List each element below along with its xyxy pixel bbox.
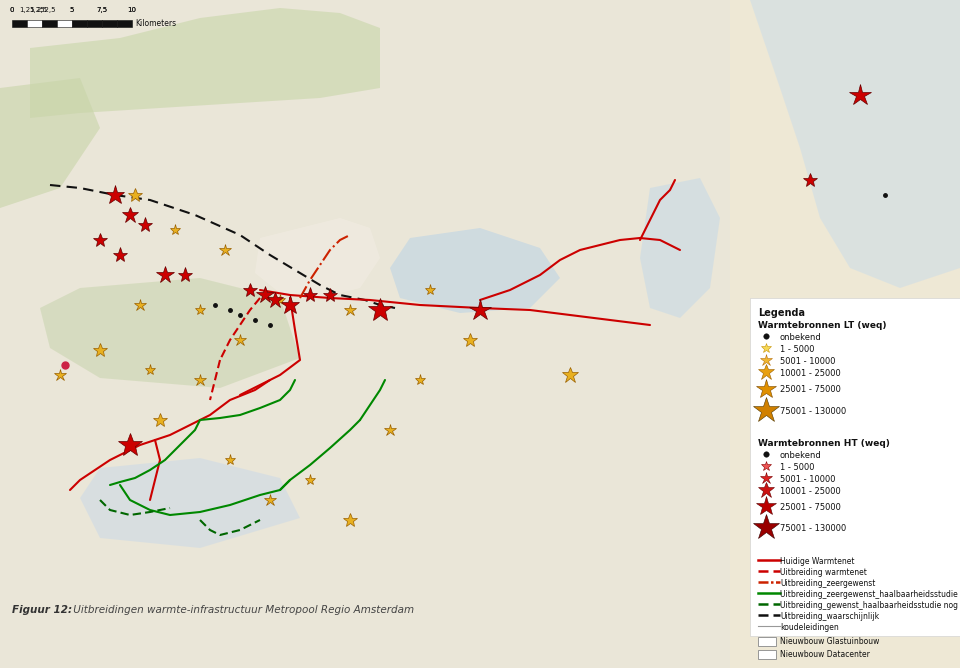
Text: 10001 - 25000: 10001 - 25000 [780,369,841,378]
Text: 1,25: 1,25 [19,7,35,13]
Text: 2,5: 2,5 [36,7,47,13]
Bar [12,20,27,27]
Polygon shape [390,228,560,313]
Text: 10: 10 [128,7,136,13]
Bar [730,0,960,668]
Text: 10: 10 [128,7,136,13]
Polygon shape [40,278,300,388]
Text: Warmtebronnen LT (weq): Warmtebronnen LT (weq) [758,321,886,330]
Text: 1 - 5000: 1 - 5000 [780,462,814,472]
Text: Uitbreiding_waarschijnlijk: Uitbreiding_waarschijnlijk [780,612,879,621]
Text: 0: 0 [10,7,14,13]
Text: 75001 - 130000: 75001 - 130000 [780,407,847,415]
Text: onbekend: onbekend [780,333,822,342]
Text: Uitbreiding_zeergewenst_haalbaarheidsstudie nog starten: Uitbreiding_zeergewenst_haalbaarheidsstu… [780,590,960,599]
Text: 10001 - 25000: 10001 - 25000 [780,486,841,496]
Polygon shape [750,0,960,288]
Text: Warmtebronnen HT (weq): Warmtebronnen HT (weq) [758,438,890,448]
Text: Uitbreiding_gewenst_haalbaarheidsstudie nog starten: Uitbreiding_gewenst_haalbaarheidsstudie … [780,601,960,610]
Bar [87,20,102,27]
Text: Legenda: Legenda [758,308,805,318]
Text: onbekend: onbekend [780,450,822,460]
Bar [72,20,87,27]
Text: Huidige Warmtenet: Huidige Warmtenet [780,557,854,566]
Bar [758,637,776,646]
Polygon shape [80,458,300,548]
Text: Uitbreiding_zeergewenst: Uitbreiding_zeergewenst [780,579,876,588]
Polygon shape [255,218,380,298]
Text: 7,5: 7,5 [96,7,108,13]
Bar [750,298,960,636]
Text: Uitbreiding warmtenet: Uitbreiding warmtenet [780,568,867,577]
Text: Nieuwbouw Glastuinbouw: Nieuwbouw Glastuinbouw [780,637,879,646]
Text: 5001 - 10000: 5001 - 10000 [780,474,835,484]
Bar [57,20,72,27]
Text: Kilometers: Kilometers [135,19,176,27]
Text: 1,252,5: 1,252,5 [29,7,56,13]
Polygon shape [640,178,720,318]
Bar [102,20,117,27]
Text: 5: 5 [70,7,74,13]
Text: Nieuwbouw Datacenter: Nieuwbouw Datacenter [780,650,870,659]
Text: Uitbreidingen warmte-infrastructuur Metropool Regio Amsterdam: Uitbreidingen warmte-infrastructuur Metr… [70,605,414,615]
Text: 75001 - 130000: 75001 - 130000 [780,524,847,533]
Text: 1 - 5000: 1 - 5000 [780,345,814,354]
Text: 5001 - 10000: 5001 - 10000 [780,357,835,366]
Bar [0,0,730,668]
Text: koudeleidingen: koudeleidingen [780,623,839,632]
Bar [27,20,42,27]
Text: 25001 - 75000: 25001 - 75000 [780,503,841,512]
Bar [758,650,776,659]
Polygon shape [30,8,380,118]
Text: Figuur 12:: Figuur 12: [12,605,72,615]
Bar [42,20,57,27]
Text: 5: 5 [70,7,74,13]
Bar [117,20,132,27]
Text: 7,5: 7,5 [96,7,108,13]
Text: 25001 - 75000: 25001 - 75000 [780,385,841,395]
Text: 0: 0 [10,7,14,13]
Polygon shape [0,78,100,208]
